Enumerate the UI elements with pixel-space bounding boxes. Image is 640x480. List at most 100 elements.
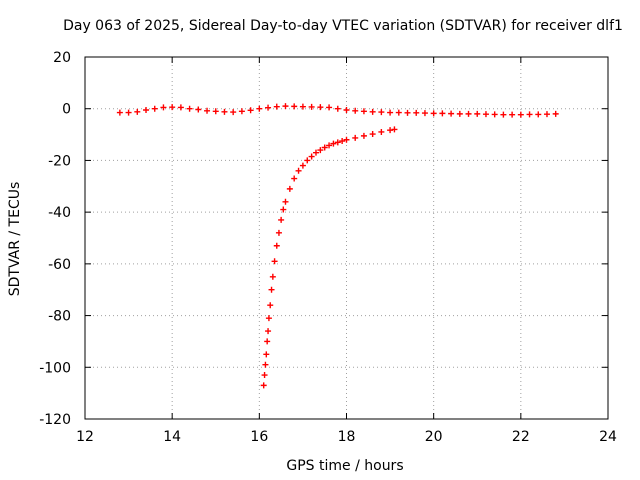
data-point: [404, 109, 411, 116]
data-point: [273, 103, 280, 110]
x-tick-label: 24: [599, 429, 617, 445]
y-tick-label: -40: [48, 205, 71, 221]
data-point: [265, 104, 272, 111]
data-point: [280, 206, 287, 213]
data-point: [260, 382, 267, 389]
data-point: [282, 103, 289, 110]
data-point: [509, 111, 516, 118]
x-tick-label: 20: [425, 429, 443, 445]
y-tick-label: 20: [53, 50, 71, 66]
data-point: [186, 105, 193, 112]
data-point: [326, 104, 333, 111]
data-point: [395, 109, 402, 116]
y-tick-label: -80: [48, 309, 71, 325]
data-point: [271, 258, 278, 265]
y-tick-label: 0: [62, 102, 71, 118]
data-point: [552, 110, 559, 117]
data-point: [326, 142, 333, 149]
data-point: [465, 110, 472, 117]
data-point: [268, 286, 275, 293]
data-point: [352, 107, 359, 114]
data-point: [321, 144, 328, 151]
data-point: [267, 302, 274, 309]
x-tick-label: 18: [338, 429, 356, 445]
data-point: [291, 175, 298, 182]
data-point: [291, 103, 298, 110]
data-point: [369, 108, 376, 115]
data-point: [343, 107, 350, 114]
data-point: [263, 351, 270, 358]
data-point: [221, 108, 228, 115]
data-point: [360, 132, 367, 139]
data-point: [330, 140, 337, 147]
data-point: [195, 106, 202, 113]
series-main-trace: [116, 103, 559, 118]
data-point: [448, 110, 455, 117]
data-point: [535, 111, 542, 118]
data-point: [482, 111, 489, 118]
data-point: [278, 216, 285, 223]
data-point: [334, 139, 341, 146]
x-tick-label: 16: [250, 429, 268, 445]
data-point: [317, 147, 324, 154]
data-point: [526, 111, 533, 118]
y-axis: 20 0 -20 -40 -60 -80 -100 -120: [39, 50, 608, 428]
data-point: [387, 127, 394, 134]
data-point: [334, 105, 341, 112]
x-tick-label: 12: [76, 429, 94, 445]
data-point: [125, 109, 132, 116]
data-points: [116, 103, 559, 389]
data-point: [517, 111, 524, 118]
data-point: [286, 185, 293, 192]
data-point: [116, 109, 123, 116]
data-point: [360, 108, 367, 115]
data-point: [204, 107, 211, 114]
data-point: [212, 108, 219, 115]
data-point: [339, 138, 346, 145]
data-point: [369, 131, 376, 138]
chart-title: Day 063 of 2025, Sidereal Day-to-day VTE…: [63, 18, 623, 34]
data-point: [491, 111, 498, 118]
data-point: [543, 111, 550, 118]
y-tick-label: -60: [48, 257, 71, 273]
x-tick-label: 14: [163, 429, 181, 445]
data-point: [299, 162, 306, 169]
data-point: [391, 126, 398, 133]
data-point: [413, 109, 420, 116]
data-point: [143, 107, 150, 114]
data-point: [262, 361, 269, 368]
x-tick-label: 22: [512, 429, 530, 445]
data-point: [177, 104, 184, 111]
data-point: [308, 103, 315, 110]
data-point: [308, 153, 315, 160]
data-point: [317, 104, 324, 111]
x-axis: 12 14 16 18 20 22 24: [76, 57, 617, 445]
data-point: [230, 109, 237, 116]
y-tick-label: -20: [48, 153, 71, 169]
x-axis-label: GPS time / hours: [286, 458, 403, 474]
data-point: [238, 108, 245, 115]
data-point: [151, 105, 158, 112]
y-axis-label: SDTVAR / TECUs: [7, 182, 23, 297]
y-tick-label: -120: [39, 412, 71, 428]
data-point: [265, 315, 272, 322]
data-point: [456, 110, 463, 117]
data-point: [299, 103, 306, 110]
data-point: [378, 128, 385, 135]
data-point: [304, 157, 311, 164]
data-point: [343, 136, 350, 143]
data-point: [378, 109, 385, 116]
grid: [85, 57, 608, 419]
data-point: [312, 149, 319, 156]
data-point: [275, 229, 282, 236]
data-point: [421, 110, 428, 117]
data-point: [269, 273, 276, 280]
data-point: [430, 110, 437, 117]
data-point: [295, 167, 302, 174]
data-point: [160, 104, 167, 111]
data-point: [387, 109, 394, 116]
data-point: [134, 108, 141, 115]
data-point: [261, 372, 268, 379]
data-point: [352, 134, 359, 141]
